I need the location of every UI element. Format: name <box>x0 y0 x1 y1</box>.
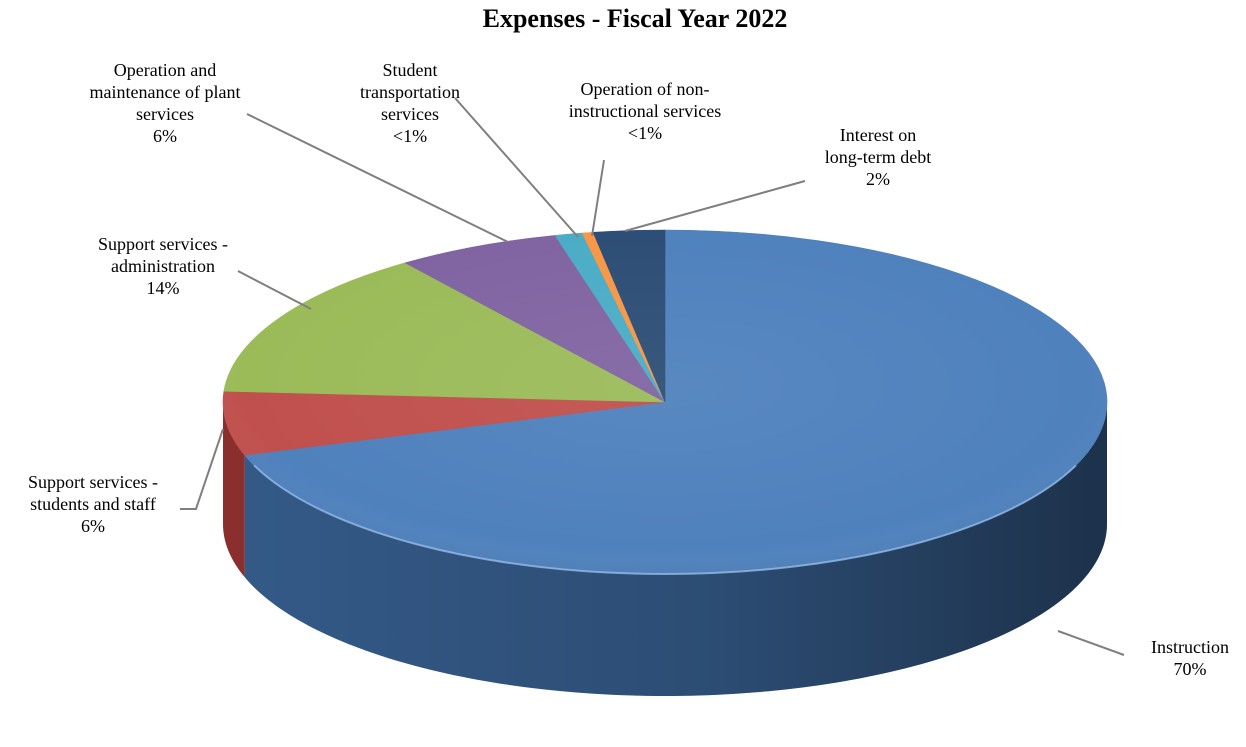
slice-label-4: Student transportation services <1% <box>360 60 460 146</box>
slice-label-3: Operation and maintenance of plant service… <box>90 60 241 146</box>
slice-name-line: students and staff <box>30 494 156 514</box>
pie-rim-highlight <box>253 464 1077 575</box>
slice-label-1: Support services -students and staff 6% <box>28 472 158 536</box>
leader-line-4 <box>454 97 579 238</box>
slice-percent: <1% <box>628 123 662 143</box>
leader-line-0 <box>1057 630 1125 656</box>
leader-line-2 <box>237 270 312 310</box>
leader-line-5 <box>591 159 605 237</box>
slice-percent: 14% <box>147 278 180 298</box>
leader-line-6 <box>624 180 806 232</box>
slice-label-6: Interest on long-term debt 2% <box>825 125 931 189</box>
leader-line-1 <box>180 428 224 510</box>
slice-name-line: services <box>136 104 194 124</box>
slice-percent: 6% <box>153 126 177 146</box>
slice-name-line: Student <box>382 60 437 80</box>
slice-percent: 6% <box>81 516 105 536</box>
leader-line-3 <box>246 113 509 243</box>
slice-name-line: transportation <box>360 82 460 102</box>
pie-top-gloss <box>223 230 1107 574</box>
leader-lines <box>180 97 1125 656</box>
pie-side-shade <box>223 402 1107 696</box>
slice-name-line: maintenance of plant <box>90 82 241 102</box>
slice-label-2: Support services -administration 14% <box>98 234 228 298</box>
slice-name-line: long-term debt <box>825 147 931 167</box>
pie-shading <box>223 230 1107 575</box>
slice-name-line: Support services - <box>28 472 158 492</box>
pie-sides <box>223 402 1107 696</box>
slice-labels: Instruction 70%Support services -students… <box>28 60 1229 679</box>
slice-percent: <1% <box>393 126 427 146</box>
slice-name-line: Instruction <box>1151 637 1229 657</box>
slice-name-line: administration <box>111 256 215 276</box>
slice-name-line: services <box>381 104 439 124</box>
slice-label-0: Instruction 70% <box>1151 637 1229 679</box>
slice-name-line: Operation and <box>114 60 216 80</box>
slice-label-5: Operation of non-instructional services <… <box>569 79 721 143</box>
slice-percent: 2% <box>866 169 890 189</box>
slice-name-line: Interest on <box>840 125 916 145</box>
slice-percent: 70% <box>1174 659 1207 679</box>
slice-name-line: instructional services <box>569 101 721 121</box>
chart-title: Expenses - Fiscal Year 2022 <box>483 4 788 33</box>
slice-name-line: Support services - <box>98 234 228 254</box>
slice-name-line: Operation of non- <box>581 79 710 99</box>
